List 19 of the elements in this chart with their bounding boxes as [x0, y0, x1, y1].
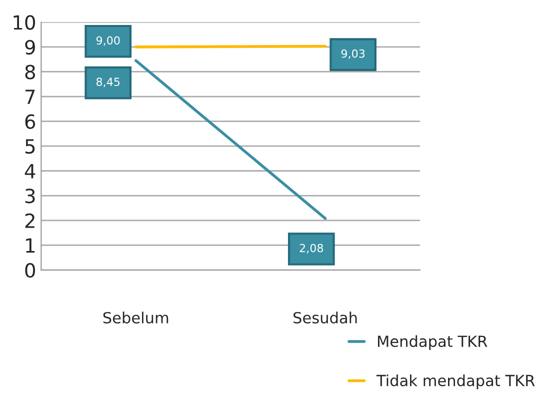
- y-tick-label: 7: [26, 90, 35, 104]
- y-tick-label: 9: [25, 40, 35, 55]
- x-tick-label: Sebelum: [103, 312, 168, 324]
- y-tick-label: 5: [25, 139, 35, 154]
- y-tick-label: 8: [25, 64, 35, 80]
- y-tick-label: 6: [25, 114, 36, 129]
- y-tick-label: 10: [14, 15, 36, 30]
- y-tick-label: 0: [25, 262, 36, 278]
- data-label: 9,03: [341, 49, 365, 59]
- legend-label: Tidak mendapat TKR: [376, 374, 535, 390]
- data-label: 2,08: [300, 244, 324, 254]
- y-tick-label: 3: [25, 188, 35, 204]
- data-label: 9,00: [96, 36, 120, 46]
- data-label: 8,45: [96, 78, 120, 88]
- y-tick-label: 4: [24, 164, 36, 178]
- legend-label: Mendapat TKR: [378, 335, 488, 350]
- y-tick-label: 1: [26, 238, 35, 253]
- x-tick-label: Sesudah: [294, 312, 357, 324]
- y-tick-label: 2: [25, 213, 34, 228]
